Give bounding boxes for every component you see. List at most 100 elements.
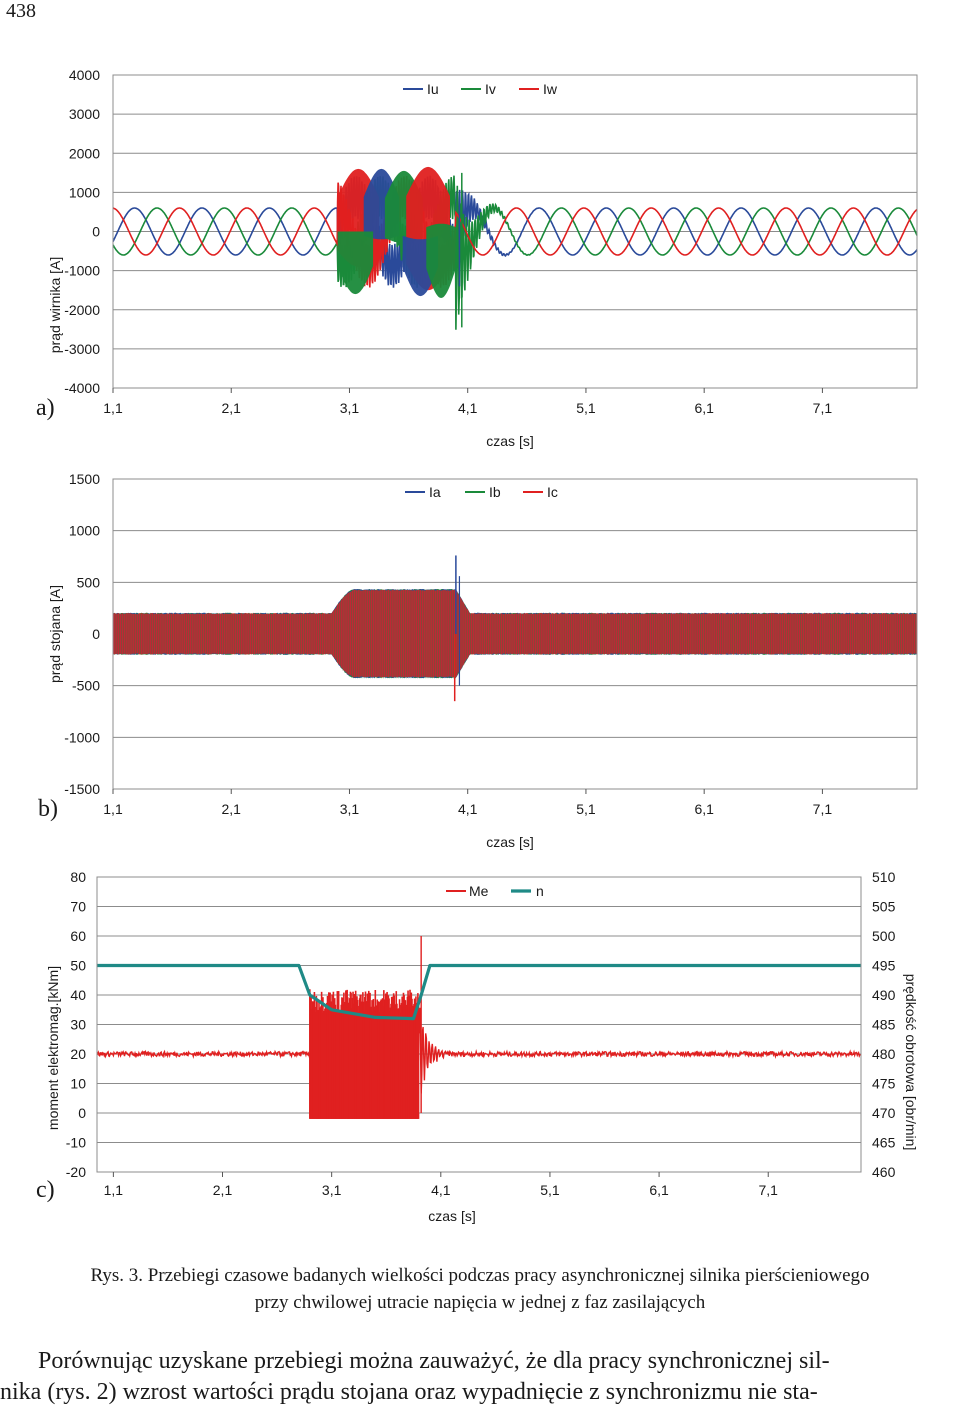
axes: 80 70 60 50 40 30 20 10 0 -10 -20 510 505 500 495 490 48…	[66, 869, 896, 1198]
y-tick-label-right: 470	[872, 1105, 896, 1121]
y-tick-label-right: 500	[872, 928, 896, 944]
legend-label-ib: Ib	[489, 484, 501, 500]
x-tick-label: 3,1	[340, 801, 360, 817]
y-tick-label-right: 495	[872, 958, 896, 974]
legend-label-iw: Iw	[543, 81, 558, 97]
y-tick-label: 4000	[69, 67, 100, 83]
x-tick-label: 6,1	[649, 1182, 669, 1198]
y-tick-label: 1000	[69, 184, 100, 200]
y-tick-label: 30	[70, 1017, 86, 1033]
x-axis-title: czas [s]	[486, 433, 533, 449]
legend-label-ia: Ia	[429, 484, 441, 500]
y-axis-title-left: moment elektromag.[kNm]	[45, 966, 61, 1130]
y-tick-label: 50	[70, 958, 86, 974]
x-tick-label: 4,1	[458, 801, 478, 817]
x-tick-label: 4,1	[431, 1182, 451, 1198]
plot-frame	[96, 876, 862, 1173]
panel-label-c: c)	[36, 1177, 55, 1203]
legend-label-ic: Ic	[547, 484, 558, 500]
series-line-n	[97, 963, 861, 1021]
x-tick-label: 1,1	[103, 400, 123, 416]
legend: Ia Ib Ic	[405, 484, 558, 500]
y-tick-label-right: 485	[872, 1017, 896, 1033]
y-tick-label: 0	[78, 1105, 86, 1121]
x-axis-title: czas [s]	[486, 834, 533, 850]
grid	[113, 74, 917, 389]
series-line-me	[96, 1049, 311, 1060]
y-tick-label: 2000	[69, 145, 100, 161]
y-tick-label: -1500	[64, 781, 100, 797]
y-tick-label: -3000	[64, 341, 100, 357]
panel-label-b: b)	[38, 796, 58, 822]
plot-frame	[112, 74, 918, 389]
y-tick-label: 0	[92, 626, 100, 642]
y-tick-label: 20	[70, 1046, 86, 1062]
x-tick-label: 7,1	[813, 801, 833, 817]
legend: Iu Iv Iw	[403, 81, 558, 97]
y-tick-label: -4000	[64, 380, 100, 396]
y-tick-label: -2000	[64, 302, 100, 318]
y-tick-label: 80	[70, 869, 86, 885]
axes: 4000 3000 2000 1000 0 -1000 -2000 -3000 -40001,1…	[64, 67, 918, 416]
figure-caption: Rys. 3. Przebiegi czasowe badanych wielk…	[0, 1262, 960, 1316]
series-line-iw	[112, 175, 918, 288]
x-tick-label: 7,1	[813, 400, 833, 416]
legend: Me n	[446, 883, 544, 899]
y-tick-label-right: 510	[872, 869, 896, 885]
x-tick-label: 1,1	[104, 1182, 124, 1198]
body-line-2: nika (rys. 2) wzrost wartości prądu stoj…	[0, 1379, 818, 1405]
x-tick-label: 2,1	[222, 801, 242, 817]
legend-label-me: Me	[469, 883, 489, 899]
legend-label-iu: Iu	[427, 81, 439, 97]
y-tick-label: 1500	[69, 471, 100, 487]
x-tick-label: 3,1	[322, 1182, 342, 1198]
caption-line-2: przy chwilowej utracie napięcia w jednej…	[254, 1292, 706, 1313]
legend-label-n: n	[536, 883, 544, 899]
y-tick-label: -1000	[64, 263, 100, 279]
caption-line-1: Rys. 3. Przebiegi czasowe badanych wielk…	[90, 1265, 870, 1286]
series-band-ic	[113, 589, 917, 678]
x-tick-label: 6,1	[694, 801, 714, 817]
y-tick-label: 10	[70, 1076, 86, 1092]
series-line-iv	[112, 175, 918, 330]
page-number: 438	[6, 0, 36, 22]
x-tick-label: 7,1	[758, 1182, 778, 1198]
series-envelope-iv	[426, 223, 456, 298]
y-tick-label-right: 465	[872, 1135, 896, 1151]
y-tick-label: 60	[70, 928, 86, 944]
x-tick-label: 5,1	[576, 801, 596, 817]
legend-label-iv: Iv	[485, 81, 496, 97]
x-tick-label: 5,1	[576, 400, 596, 416]
panel-label-a: a)	[36, 395, 55, 421]
series-envelope-iv	[337, 231, 374, 295]
y-tick-label: -1000	[64, 729, 100, 745]
x-tick-label: 4,1	[458, 400, 478, 416]
plot-area	[112, 166, 918, 330]
y-tick-label: -10	[66, 1135, 86, 1151]
y-tick-label-right: 505	[872, 899, 896, 915]
series-line-me	[418, 1007, 861, 1094]
x-tick-label: 6,1	[694, 400, 714, 416]
y-tick-label: 3000	[69, 106, 100, 122]
x-tick-label: 1,1	[103, 801, 123, 817]
grid	[97, 876, 861, 1173]
y-tick-label: 500	[77, 574, 101, 590]
y-axis-title: prąd wirnika [A]	[47, 257, 63, 353]
plot-area	[96, 936, 861, 1119]
y-tick-label: 40	[70, 987, 86, 1003]
plot-frame	[112, 478, 918, 790]
y-tick-label-right: 475	[872, 1076, 896, 1092]
x-tick-label: 5,1	[540, 1182, 560, 1198]
y-tick-label: 70	[70, 899, 86, 915]
y-tick-label: 1000	[69, 523, 100, 539]
body-line-1: Porównując uzyskane przebiegi można zauw…	[38, 1348, 830, 1374]
y-tick-label: 0	[92, 224, 100, 240]
y-tick-label-right: 490	[872, 987, 896, 1003]
y-tick-label: -20	[66, 1164, 86, 1180]
x-tick-label: 3,1	[340, 400, 360, 416]
chart-torque-speed: 80 70 60 50 40 30 20 10 0 -10 -20 510 505 500 495 490 48…	[45, 869, 919, 1224]
y-tick-label: -500	[72, 678, 100, 694]
chart-rotor-current: 4000 3000 2000 1000 0 -1000 -2000 -3000 -40001,1…	[47, 67, 918, 449]
